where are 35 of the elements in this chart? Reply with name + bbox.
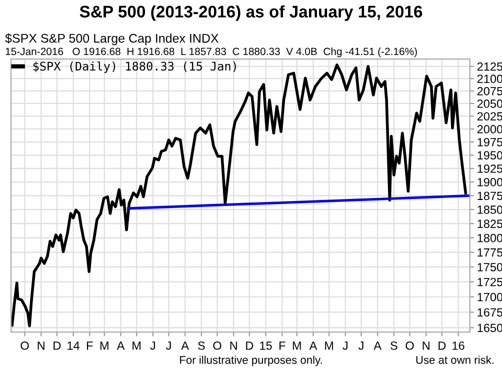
- text: 15-Jan-2016 O 1916.68 H 1916.68 L 1857.83 C 1880.33 V 4.0B Chg -41.51 (-2.16%): [6, 48, 417, 58]
- x-tick-label: M: [292, 342, 301, 350]
- x-tick-label: O: [213, 341, 222, 350]
- x-tick-label: M: [325, 342, 334, 350]
- chart-subtitle: $SPX S&P 500 Large Cap Index INDX: [5, 33, 219, 46]
- x-tick-label: M: [132, 342, 141, 350]
- x-tick-label: J: [150, 342, 155, 350]
- x-tick-label: 14: [68, 342, 80, 350]
- x-tick-label: N: [422, 342, 430, 350]
- legend-label: $SPX (Daily) 1880.33 (15 Jan): [33, 61, 236, 73]
- x-tick-label: J: [342, 342, 348, 350]
- x-tick-label: D: [438, 342, 446, 350]
- x-tick-label: F: [86, 342, 93, 350]
- line-series: [11, 64, 468, 328]
- text: For illustrative purposes only.: [180, 356, 322, 366]
- x-tick-label: 15: [260, 342, 272, 350]
- text: Use at own risk.: [416, 356, 494, 364]
- x-tick-label: D: [246, 342, 254, 350]
- x-tick-label: J: [166, 342, 171, 350]
- x-tick-label: J: [358, 342, 364, 350]
- x-tick-label: M: [100, 342, 108, 350]
- x-tick-label: O: [20, 341, 29, 350]
- x-tick-label: A: [116, 342, 125, 350]
- x-tick-label: D: [54, 342, 61, 350]
- x-tick-label: A: [181, 342, 189, 350]
- x-tick-label: S: [390, 341, 398, 350]
- x-tick-label: O: [406, 341, 414, 350]
- x-tick-label: A: [374, 342, 382, 350]
- x-tick-label: N: [38, 342, 44, 350]
- x-tick-label: S: [198, 341, 205, 350]
- x-tick-label: 16: [452, 341, 464, 350]
- x-tick-label: F: [279, 342, 286, 350]
- chart-title: S&P 500 (2013-2016) as of January 15, 2016: [80, 5, 422, 21]
- x-tick-label: N: [230, 342, 237, 350]
- x-tick-label: A: [309, 342, 318, 350]
